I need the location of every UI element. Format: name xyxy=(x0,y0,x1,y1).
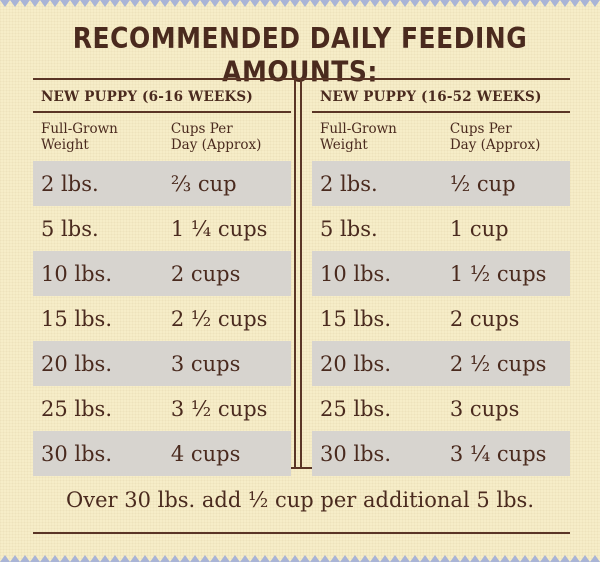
table-row: 20 lbs. 3 cups xyxy=(33,341,291,386)
table-row: 25 lbs. 3 ½ cups xyxy=(33,386,291,431)
table-row: 10 lbs. 1 ½ cups xyxy=(312,251,570,296)
table-row: 30 lbs. 3 ¼ cups xyxy=(312,431,570,476)
section-title-16-52-weeks: NEW PUPPY (16-52 WEEKS) xyxy=(320,89,542,105)
cups-cell: 2 cups xyxy=(449,306,520,331)
table-row: 20 lbs. 2 ½ cups xyxy=(312,341,570,386)
cups-cell: 1 cup xyxy=(449,216,509,241)
header-weight-line2: Weight xyxy=(320,137,368,153)
header-cups: Cups Per Day (Approx) xyxy=(450,121,570,161)
zigzag-border-top xyxy=(0,0,600,7)
footer-rule-bottom xyxy=(33,532,570,534)
table-row: 15 lbs. 2 ½ cups xyxy=(33,296,291,341)
cups-cell: ⅔ cup xyxy=(170,171,237,196)
table-row: 2 lbs. ⅔ cup xyxy=(33,161,291,206)
weight-cell: 10 lbs. xyxy=(320,261,392,286)
column-headers: Full-Grown Weight Cups Per Day (Approx) xyxy=(33,113,291,161)
weight-cell: 15 lbs. xyxy=(320,306,392,331)
table-row: 15 lbs. 2 cups xyxy=(312,296,570,341)
section-rule xyxy=(312,111,570,113)
cups-cell: 4 cups xyxy=(170,441,241,466)
cups-cell: 3 ½ cups xyxy=(170,396,268,421)
weight-cell: 2 lbs. xyxy=(320,171,378,196)
header-cups-line2: Day (Approx) xyxy=(170,137,262,153)
page-title: RECOMMENDED DAILY FEEDING AMOUNTS: xyxy=(72,21,528,89)
cups-cell: 2 cups xyxy=(170,261,241,286)
column-divider-right xyxy=(300,80,302,468)
section-rule xyxy=(33,111,291,113)
weight-cell: 30 lbs. xyxy=(320,441,392,466)
cups-cell: ½ cup xyxy=(449,171,516,196)
table-left: NEW PUPPY (6-16 WEEKS) Full-Grown Weight… xyxy=(33,80,291,476)
column-headers: Full-Grown Weight Cups Per Day (Approx) xyxy=(312,113,570,161)
header-weight: Full-Grown Weight xyxy=(312,121,450,161)
table-right: NEW PUPPY (16-52 WEEKS) Full-Grown Weigh… xyxy=(312,80,570,476)
cups-cell: 2 ½ cups xyxy=(449,351,547,376)
header-cups-line2: Day (Approx) xyxy=(449,137,541,153)
weight-cell: 20 lbs. xyxy=(320,351,392,376)
weight-cell: 5 lbs. xyxy=(320,216,378,241)
cups-cell: 3 ¼ cups xyxy=(449,441,547,466)
table-row: 30 lbs. 4 cups xyxy=(33,431,291,476)
weight-cell: 20 lbs. xyxy=(41,351,113,376)
weight-cell: 25 lbs. xyxy=(320,396,392,421)
rows: 2 lbs. ⅔ cup 5 lbs. 1 ¼ cups 10 lbs. 2 cups… xyxy=(33,161,291,476)
footer-rule-top xyxy=(33,467,570,469)
header-weight-line1: Full-Grown xyxy=(41,121,118,137)
header-weight: Full-Grown Weight xyxy=(33,121,171,161)
header-cups: Cups Per Day (Approx) xyxy=(171,121,291,161)
weight-cell: 25 lbs. xyxy=(41,396,113,421)
header-weight-line2: Weight xyxy=(41,137,89,153)
cups-cell: 1 ¼ cups xyxy=(170,216,268,241)
weight-cell: 15 lbs. xyxy=(41,306,113,331)
weight-cell: 10 lbs. xyxy=(41,261,113,286)
footer-note: Over 30 lbs. add ½ cup per additional 5 … xyxy=(65,488,534,512)
cups-cell: 3 cups xyxy=(170,351,241,376)
zigzag-border-bottom xyxy=(0,555,600,562)
cups-cell: 2 ½ cups xyxy=(170,306,268,331)
table-row: 5 lbs. 1 cup xyxy=(312,206,570,251)
table-row: 2 lbs. ½ cup xyxy=(312,161,570,206)
cups-cell: 1 ½ cups xyxy=(449,261,547,286)
table-row: 25 lbs. 3 cups xyxy=(312,386,570,431)
title-rule xyxy=(33,78,570,80)
column-divider-left xyxy=(294,80,296,468)
weight-cell: 30 lbs. xyxy=(41,441,113,466)
table-row: 5 lbs. 1 ¼ cups xyxy=(33,206,291,251)
cups-cell: 3 cups xyxy=(449,396,520,421)
weight-cell: 2 lbs. xyxy=(41,171,99,196)
header-cups-line1: Cups Per xyxy=(170,121,233,137)
table-row: 10 lbs. 2 cups xyxy=(33,251,291,296)
header-weight-line1: Full-Grown xyxy=(320,121,397,137)
header-cups-line1: Cups Per xyxy=(449,121,512,137)
rows: 2 lbs. ½ cup 5 lbs. 1 cup 10 lbs. 1 ½ cups … xyxy=(312,161,570,476)
weight-cell: 5 lbs. xyxy=(41,216,99,241)
section-title-6-16-weeks: NEW PUPPY (6-16 WEEKS) xyxy=(41,89,253,105)
